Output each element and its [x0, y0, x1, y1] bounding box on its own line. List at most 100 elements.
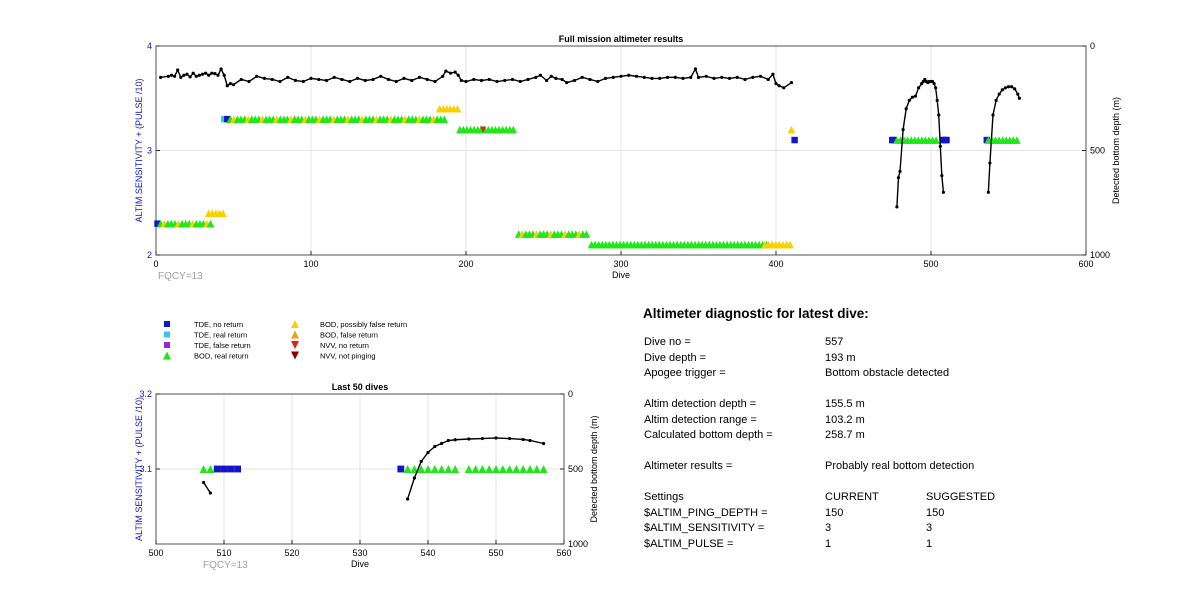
- depth-point: [751, 75, 755, 79]
- depth-point: [580, 75, 584, 79]
- depth-point: [495, 79, 499, 84]
- triangle-up-marker: [509, 125, 518, 134]
- diag-row-apogee-trigger: Apogee trigger = Bottom obstacle detected: [643, 366, 1183, 382]
- diag-label: Altim detection range =: [644, 413, 757, 426]
- triangle-up-marker: [440, 115, 449, 123]
- x-tick-label: 560: [556, 548, 571, 558]
- y2-tick-label: 1000: [568, 539, 588, 549]
- triangle-up-marker: [437, 465, 446, 473]
- depth-point: [200, 72, 205, 76]
- x-tick-label: 500: [923, 259, 938, 269]
- y2-tick-label: 0: [1090, 41, 1095, 51]
- depth-point: [332, 75, 336, 79]
- setting-row-sensitivity: $ALTIM_SENSITIVITY = 3 3: [643, 521, 1183, 537]
- diag-row-detection-depth: Altim detection depth = 155.5 m: [643, 397, 1183, 413]
- depth-point: [673, 75, 677, 79]
- legend-label: TDE, no return: [194, 320, 243, 329]
- y2-tick-label: 0: [568, 389, 573, 399]
- triangle-up-marker: [478, 465, 487, 473]
- depth-point: [526, 77, 530, 82]
- depth-point: [371, 77, 375, 82]
- depth-point: [588, 77, 592, 82]
- legend-item: NVV, no return: [291, 341, 369, 350]
- y2-tick-label: 1000: [1090, 250, 1110, 260]
- depth-point: [619, 74, 623, 78]
- depth-point: [565, 80, 569, 85]
- depth-point: [572, 78, 577, 83]
- depth-point: [208, 491, 212, 495]
- setting-suggested: 1: [926, 537, 933, 550]
- depth-point: [406, 497, 410, 501]
- depth-point: [425, 77, 429, 82]
- depth-point: [528, 438, 532, 443]
- depth-point: [1016, 92, 1020, 96]
- depth-line: [203, 482, 211, 494]
- diag-label: Altimeter results =: [644, 460, 733, 472]
- depth-point: [228, 82, 232, 86]
- depth-point: [538, 73, 543, 77]
- diag-value: 193 m: [825, 351, 856, 364]
- depth-point: [191, 71, 195, 75]
- depth-point: [379, 74, 383, 78]
- depth-point: [247, 79, 251, 84]
- depth-point: [727, 76, 732, 80]
- diag-row-dive-no: Dive no = 557: [643, 335, 1183, 351]
- triangle-up-marker: [291, 320, 299, 328]
- depth-point: [986, 190, 990, 194]
- depth-point: [202, 480, 206, 485]
- depth-point: [1006, 85, 1011, 89]
- legend-item: TDE, false return: [164, 341, 251, 350]
- depth-point: [301, 79, 305, 84]
- triangle-up-marker: [453, 104, 462, 113]
- depth-point: [665, 75, 670, 79]
- depth-point: [508, 436, 512, 441]
- setting-label: $ALTIM_PING_DEPTH =: [644, 506, 768, 519]
- full-mission-chart: 0 100 200 300 400 500 600 2 3 4 0 500 1000 Full missi…: [134, 34, 1121, 282]
- triangle-up-marker: [199, 465, 208, 473]
- setting-label: $ALTIM_PULSE =: [644, 537, 734, 550]
- depth-point: [704, 74, 708, 78]
- depth-point: [262, 76, 267, 80]
- depth-point: [560, 77, 564, 82]
- depth-point: [197, 73, 201, 77]
- depth-point: [712, 76, 716, 80]
- depth-point: [642, 75, 646, 79]
- depth-point: [994, 98, 998, 102]
- setting-suggested: 150: [926, 506, 945, 519]
- depth-point: [534, 75, 538, 79]
- depth-point: [464, 79, 468, 84]
- depth-point: [510, 77, 515, 82]
- triangle-up-marker: [424, 465, 432, 473]
- y2-tick-label: 500: [568, 464, 583, 474]
- depth-point: [222, 73, 226, 77]
- diag-label: Dive depth =: [644, 351, 707, 364]
- x-tick-label: 500: [148, 548, 163, 558]
- depth-point: [176, 68, 180, 72]
- x-tick-label: 530: [352, 548, 367, 558]
- depth-point: [766, 77, 770, 82]
- x-axis-label: Dive: [351, 559, 369, 569]
- diag-label: Dive no =: [644, 336, 691, 348]
- triangle-up-marker: [403, 465, 412, 473]
- y-axis-label: ALTIM SENSITIVITY + (PULSE /10): [134, 397, 144, 541]
- y-tick-label: 3.1: [139, 464, 152, 474]
- depth-point: [1000, 88, 1004, 92]
- setting-suggested: 3: [926, 522, 933, 534]
- legend-label: NVV, no return: [320, 341, 369, 350]
- depth-point: [545, 78, 549, 83]
- triangle-up-marker: [532, 465, 541, 473]
- triangle-up-marker: [444, 465, 453, 473]
- altimeter-diagnostic-panel: Altimeter diagnostic for latest dive: Di…: [643, 306, 1183, 552]
- depth-point: [459, 78, 463, 83]
- depth-point: [696, 75, 701, 79]
- depth-point: [169, 73, 174, 77]
- triangle-down-marker: [480, 126, 487, 133]
- depth-point: [185, 72, 189, 76]
- legend-label: NVV, not pinging: [320, 352, 376, 361]
- square-marker: [154, 220, 161, 227]
- triangle-up-marker: [206, 219, 215, 228]
- triangle-up-marker: [471, 465, 480, 473]
- y2-axis-label: Detected bottom depth (m): [589, 415, 599, 522]
- depth-point: [441, 74, 445, 78]
- depth-point: [917, 86, 921, 90]
